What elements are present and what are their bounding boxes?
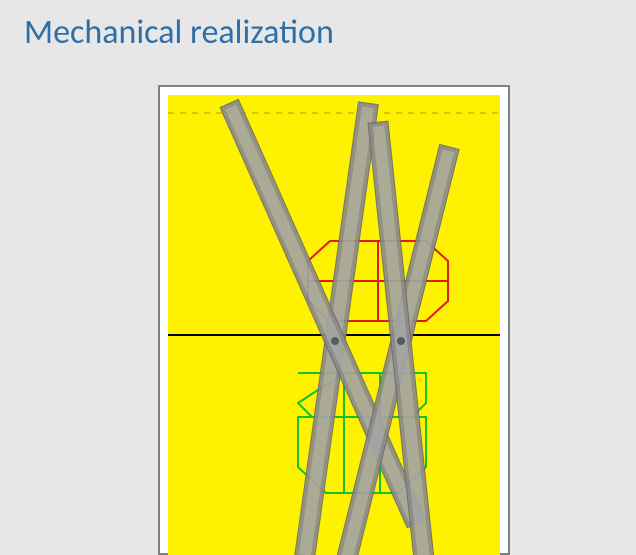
slide: Mechanical realization (0, 0, 636, 555)
slide-title: Mechanical realization (24, 12, 334, 53)
diagram-svg (158, 85, 510, 555)
diagram-panel (158, 85, 510, 555)
